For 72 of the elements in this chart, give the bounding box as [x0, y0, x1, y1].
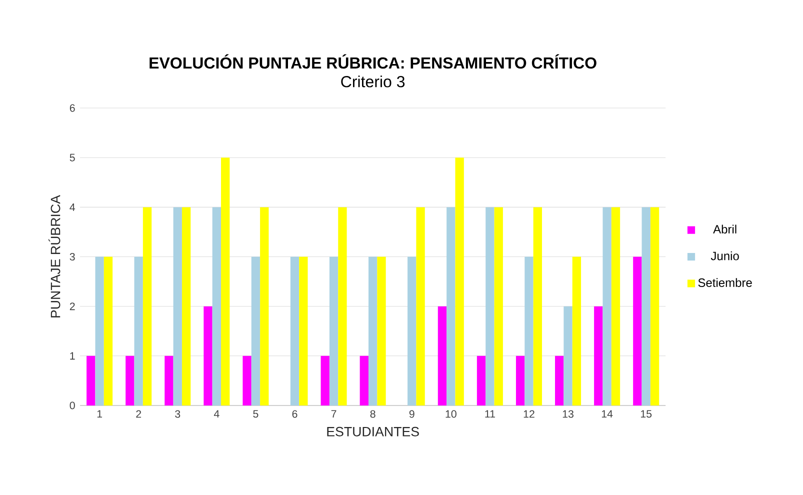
- bar: [260, 207, 269, 406]
- x-tick-label: 3: [175, 410, 180, 418]
- bar: [242, 356, 252, 406]
- x-tick-label: 8: [370, 410, 376, 418]
- bar: [329, 256, 338, 406]
- bar: [320, 356, 330, 406]
- y-axis-title: PUNTAJE RÚBRICA: [48, 195, 60, 318]
- bar: [516, 356, 525, 406]
- x-axis-title: ESTUDIANTES: [327, 426, 419, 436]
- bar: [299, 256, 308, 406]
- bar: [594, 306, 603, 406]
- bar: [611, 207, 620, 406]
- x-tick-label: 1: [97, 410, 102, 418]
- y-tick-label: 0: [70, 402, 75, 410]
- bar: [455, 158, 464, 406]
- x-tick-label: 11: [485, 410, 495, 418]
- bar: [642, 207, 650, 406]
- bar: [126, 356, 134, 406]
- bar: [290, 256, 300, 406]
- bar: [164, 356, 174, 406]
- bar: [221, 158, 230, 406]
- y-tick-label: 5: [70, 154, 75, 162]
- x-tick-label: 14: [602, 410, 613, 418]
- bar: [212, 207, 222, 406]
- bar: [533, 207, 542, 406]
- bar: [104, 256, 113, 406]
- x-tick-label: 5: [253, 410, 258, 418]
- legend-label: Abril: [713, 224, 736, 234]
- bar: [408, 256, 416, 406]
- bar: [204, 306, 212, 406]
- bar: [476, 356, 486, 406]
- legend-label: Setiembre: [698, 278, 752, 288]
- bar: [338, 207, 347, 406]
- y-tick-label: 3: [70, 253, 75, 261]
- bar: [602, 207, 612, 406]
- bar: [173, 207, 182, 406]
- bar: [633, 256, 642, 406]
- bar: [446, 207, 456, 406]
- x-tick-label: 6: [292, 410, 298, 418]
- bar: [182, 207, 191, 406]
- bar: [486, 207, 494, 406]
- x-tick-label: 13: [562, 410, 574, 418]
- chart-title: EVOLUCIÓN PUNTAJE RÚBRICA: PENSAMIENTO CRÍTICO: [150, 54, 596, 69]
- bar: [95, 256, 104, 406]
- bar: [438, 306, 447, 406]
- y-tick-label: 4: [70, 204, 76, 211]
- y-tick-label: 1: [70, 352, 75, 360]
- x-tick-label: 10: [446, 410, 456, 418]
- chart-subtitle: Criterio 3: [341, 76, 405, 88]
- bar: [555, 356, 564, 406]
- bar: [86, 356, 96, 406]
- bar: [134, 256, 143, 406]
- bar: [360, 356, 368, 406]
- bar: [377, 256, 386, 406]
- x-tick-label: 2: [136, 410, 142, 418]
- y-tick-label: 2: [70, 302, 75, 310]
- x-tick-label: 15: [640, 410, 652, 418]
- bar: [524, 256, 534, 406]
- bar: [564, 306, 572, 406]
- bar: [494, 207, 503, 406]
- legend-label: Junio: [710, 251, 739, 260]
- y-tick-label: 6: [70, 104, 75, 112]
- bar: [368, 256, 378, 406]
- bar: [416, 207, 425, 406]
- bar: [142, 207, 152, 406]
- x-tick-label: 7: [331, 410, 336, 418]
- bar: [572, 256, 582, 406]
- x-tick-label: 4: [214, 410, 220, 418]
- x-tick-label: 12: [524, 410, 534, 418]
- x-tick-label: 9: [409, 410, 414, 418]
- bar: [251, 256, 260, 406]
- bar: [650, 207, 660, 406]
